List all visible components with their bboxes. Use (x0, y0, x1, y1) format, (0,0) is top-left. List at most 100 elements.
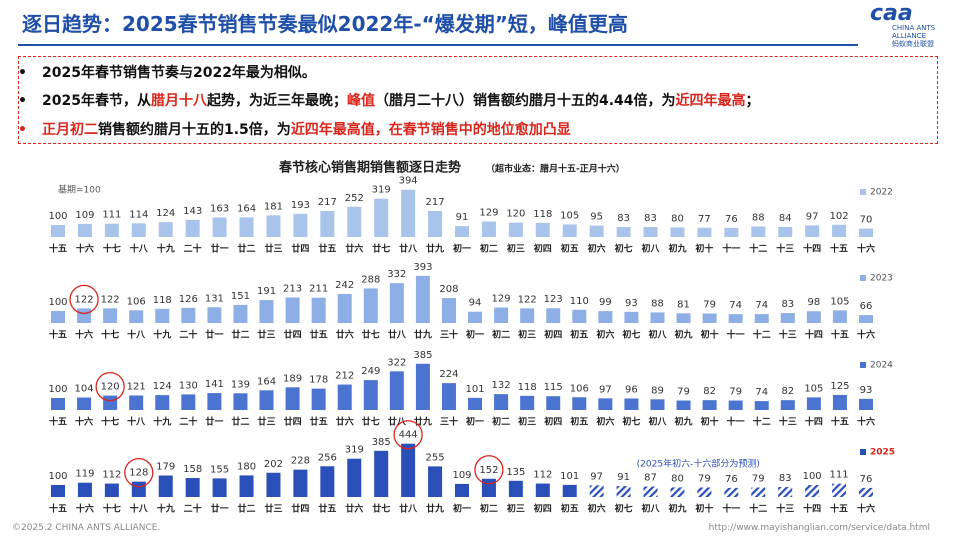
legend-swatch (860, 449, 866, 455)
bullet-marker: • (18, 93, 27, 109)
bullet-text: 起势，为近三年最晚； (206, 93, 347, 109)
bar (494, 307, 509, 323)
bar (598, 311, 613, 323)
value-label: 385 (372, 437, 391, 448)
x-tick-label: 十七 (103, 503, 121, 515)
chart-subtitle: （超市业态：腊月十五-正月十六） (486, 163, 625, 175)
x-tick-label: 廿二 (238, 243, 256, 255)
value-label: 97 (599, 384, 612, 395)
bar (285, 297, 300, 323)
value-label: 109 (75, 210, 94, 221)
bar (158, 475, 173, 497)
value-label: 105 (560, 210, 579, 221)
x-tick-label: 十四 (805, 416, 823, 428)
x-tick-label: 初十 (695, 243, 713, 255)
bar (805, 225, 820, 237)
bar (778, 487, 793, 497)
x-tick-label: 廿二 (238, 503, 256, 515)
bar (643, 227, 658, 237)
value-label: 80 (671, 473, 684, 484)
bar (129, 310, 144, 323)
bar (832, 395, 847, 410)
bar (347, 206, 362, 237)
chart-title: 春节核心销售期销售额逐日走势 (278, 160, 461, 176)
x-tick-label: 初九 (668, 503, 686, 515)
value-label: 91 (456, 212, 469, 223)
value-label: 135 (506, 467, 525, 478)
bar (494, 394, 509, 410)
value-label: 115 (544, 382, 563, 393)
x-tick-label: 十一 (722, 243, 740, 255)
bullet-text: 销售额约腊月十五的1.5倍，为 (98, 122, 291, 138)
bar (337, 384, 352, 410)
value-label: 164 (237, 203, 256, 214)
bar (728, 314, 743, 323)
x-tick-label: 初三 (518, 416, 536, 428)
value-label: 94 (469, 298, 482, 309)
x-tick-label: 廿七 (362, 416, 380, 428)
highlight-circle (69, 284, 99, 315)
x-tick-label: 初一 (453, 503, 471, 515)
value-label: 76 (725, 214, 738, 225)
value-label: 319 (345, 445, 364, 456)
value-label: 181 (264, 201, 283, 212)
bar (401, 189, 416, 237)
value-label: 114 (129, 209, 148, 220)
value-label: 95 (590, 212, 603, 223)
bar (181, 394, 196, 410)
value-label: 111 (830, 470, 849, 481)
value-label: 444 (399, 430, 418, 441)
bar (455, 483, 469, 497)
x-tick-label: 廿一 (205, 329, 223, 341)
x-tick-label: 初七 (615, 503, 633, 515)
value-label: 129 (479, 208, 498, 219)
x-tick-label: 廿五 (310, 416, 328, 428)
x-tick-label: 廿二 (231, 416, 249, 428)
value-label: 152 (479, 465, 498, 476)
bullet-text: 2025年春节销售节奏与2022年最为相似。 (42, 65, 316, 81)
footer-right: http://www.mayishanglian.com/service/dat… (708, 523, 930, 533)
x-tick-label: 十九 (157, 503, 175, 515)
x-tick-label: 初五 (570, 416, 588, 428)
x-tick-label: 十四 (803, 503, 821, 515)
logo-text: CHINA ANTS ALLIANCE (892, 24, 936, 40)
bar (754, 314, 769, 323)
bar (859, 398, 873, 410)
bar (185, 478, 200, 497)
value-label: 81 (677, 299, 690, 310)
bar (572, 309, 587, 323)
x-tick-label: 十一 (727, 416, 745, 428)
x-tick-label: 廿六 (336, 329, 354, 341)
bullet-text: 腊月十八 (150, 93, 207, 109)
value-label: 119 (75, 469, 94, 480)
bar (347, 458, 362, 497)
x-tick-label: 二十 (184, 243, 202, 255)
base-note: 基期=100 (58, 184, 101, 196)
bar (676, 400, 691, 410)
bar (389, 283, 404, 323)
x-tick-label: 十五 (49, 329, 67, 341)
bar (51, 311, 65, 323)
x-tick-label: 初六 (588, 243, 606, 255)
bar (207, 307, 222, 323)
x-tick-label: 初八 (642, 243, 661, 255)
summary-box (18, 56, 938, 144)
value-label: 89 (651, 385, 664, 396)
x-tick-label: 十六 (857, 503, 875, 515)
x-tick-label: 初四 (544, 329, 562, 341)
bar (624, 311, 639, 323)
value-label: 118 (518, 382, 537, 393)
value-label: 96 (625, 384, 638, 395)
x-tick-label: 初五 (561, 243, 579, 255)
bar (374, 450, 389, 497)
value-label: 105 (830, 296, 849, 307)
x-tick-label: 廿三 (258, 416, 276, 428)
value-label: 83 (644, 213, 657, 224)
bullet-text: 近四年最高值，在春节销售中的地位愈加凸显 (290, 122, 571, 138)
bar (131, 223, 146, 237)
bar (233, 393, 248, 410)
value-label: 130 (179, 380, 198, 391)
value-label: 79 (698, 474, 711, 485)
highlight-circle (474, 455, 504, 485)
